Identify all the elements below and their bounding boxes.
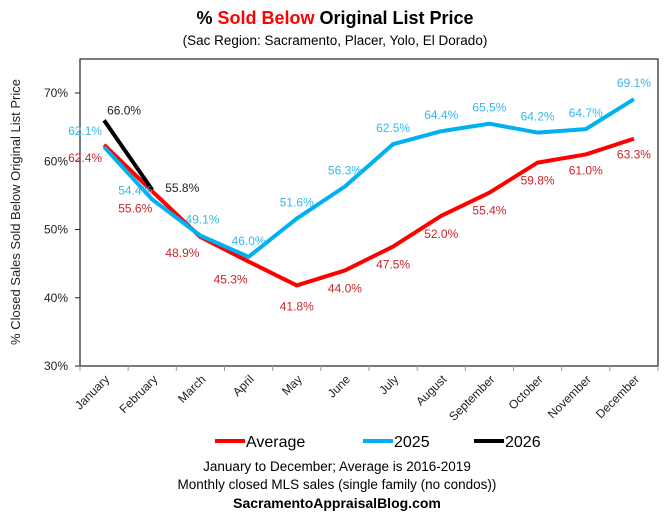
data-label-average: 45.3% [214, 273, 248, 287]
y-tick-label: 30% [44, 359, 68, 373]
chart-subtitle: (Sac Region: Sacramento, Placer, Yolo, E… [183, 33, 488, 48]
legend-label-2025: 2025 [394, 434, 430, 451]
title-part: Original List Price [314, 8, 473, 28]
data-label-2025: 54.4% [118, 183, 152, 197]
data-label-2025: 56.3% [328, 164, 362, 178]
data-label-average: 47.5% [376, 258, 410, 272]
y-axis: 30% 40% 50% 60% 70% [44, 86, 80, 373]
footnote-2: Monthly closed MLS sales (single family … [178, 477, 497, 492]
x-tick-label: June [325, 372, 354, 401]
series-line-2026 [102, 119, 154, 192]
x-tick-label: May [279, 372, 305, 398]
data-label-average: 55.4% [472, 204, 506, 218]
source-credit: SacramentoAppraisalBlog.com [233, 495, 441, 511]
x-tick-label: August [413, 372, 450, 409]
series-line-average [102, 136, 635, 288]
data-label-average: 52.0% [424, 227, 458, 241]
x-tick-label: April [230, 372, 257, 399]
data-label-2026: 66.0% [107, 103, 141, 117]
x-tick-label: October [506, 372, 546, 412]
series-group [102, 97, 635, 288]
data-label-average: 55.6% [118, 201, 152, 215]
chart-title: % Sold Below Original List Price [196, 8, 473, 28]
x-tick-label: September [446, 372, 497, 423]
x-tick-label: March [175, 372, 208, 405]
data-label-2025: 49.1% [185, 213, 219, 227]
x-tick-label: December [593, 372, 642, 421]
data-label-average: 59.8% [521, 174, 555, 188]
data-label-average: 61.0% [569, 163, 603, 177]
x-tick-label: July [376, 372, 401, 397]
data-labels: 62.4% 55.6% 48.9% 45.3% 41.8% 44.0% 47.5% 52.0%… [68, 76, 651, 313]
data-label-average: 63.3% [617, 148, 651, 162]
data-label-2025: 64.4% [424, 108, 458, 122]
data-label-2025: 69.1% [617, 76, 651, 90]
data-label-average: 44.0% [328, 281, 362, 295]
data-label-2025: 62.1% [68, 124, 102, 138]
x-tick-label: January [72, 372, 112, 412]
footnote-1: January to December; Average is 2016-201… [203, 459, 471, 474]
data-label-2025: 64.2% [521, 110, 555, 124]
data-label-2025: 62.5% [376, 121, 410, 135]
legend: Average 2025 2026 [215, 434, 541, 451]
data-label-average: 62.4% [68, 151, 102, 165]
legend-label-average: Average [246, 434, 305, 451]
data-label-2025: 64.7% [569, 106, 603, 120]
series-line-2025 [102, 97, 635, 259]
data-label-average: 48.9% [165, 246, 199, 260]
data-label-2025: 65.5% [472, 101, 506, 115]
data-label-2026: 55.8% [165, 181, 199, 195]
y-tick-label: 60% [44, 154, 68, 168]
title-part: % [196, 8, 217, 28]
data-label-average: 41.8% [280, 299, 314, 313]
data-label-2025: 46.0% [232, 234, 266, 248]
y-tick-label: 70% [44, 86, 68, 100]
x-axis: January February March April May June July Augu… [72, 366, 659, 424]
title-highlight: Sold Below [217, 8, 315, 28]
y-tick-label: 40% [44, 291, 68, 305]
x-tick-label: February [117, 372, 161, 416]
y-tick-label: 50% [44, 223, 68, 237]
y-axis-label: % Closed Sales Sold Below Original List … [8, 79, 23, 345]
x-tick-label: November [545, 372, 594, 421]
legend-label-2026: 2026 [505, 434, 541, 451]
data-label-2025: 51.6% [280, 196, 314, 210]
